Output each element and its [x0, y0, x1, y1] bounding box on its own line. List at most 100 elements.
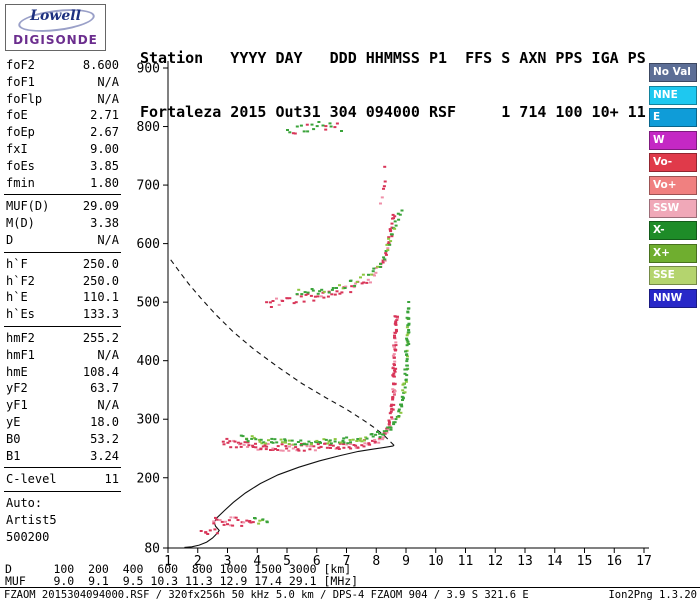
param-label: fmin: [6, 175, 35, 190]
param-value: N/A: [97, 398, 119, 413]
echo-series-F-trace-X-mode: [239, 301, 411, 446]
param-value: 3.24: [90, 448, 119, 463]
profile-dashed: [169, 257, 395, 446]
x-tick-label: 9: [402, 554, 410, 569]
param-value: 11: [104, 472, 119, 487]
param-row-D: D N/A: [2, 232, 121, 249]
param-separator: [4, 491, 121, 493]
echo-series-spread-scatter: [379, 165, 387, 205]
param-label: yF2: [6, 381, 28, 396]
x-tick-label: 16: [606, 554, 622, 569]
param-separator: [4, 325, 121, 327]
x-tick-label: 17: [636, 554, 652, 569]
y-tick-label: 600: [137, 237, 160, 252]
param-value: 250.0: [82, 273, 119, 288]
x-tick-label: 6: [313, 554, 321, 569]
x-tick-label: 11: [458, 554, 474, 569]
echo-series-Es-trace-O: [212, 516, 255, 527]
param-label: foFlp: [6, 91, 43, 106]
echo-series-multi-hop-800km: [286, 121, 343, 135]
x-tick-label: 5: [283, 554, 291, 569]
muf-row: MUF 9.0 9.1 9.5 10.3 11.3 12.9 17.4 29.1…: [5, 574, 359, 588]
echo-series-Es-trace-X: [253, 517, 269, 525]
param-row-foF2: foF2 8.600: [2, 57, 121, 74]
param-row-MUF-D-: MUF(D) 29.09: [2, 198, 121, 215]
param-label: yF1: [6, 398, 28, 413]
x-tick-label: 2: [194, 554, 202, 569]
param-row-B0: B0 53.2: [2, 431, 121, 448]
footer-separator: [0, 587, 700, 588]
param-value: N/A: [97, 232, 119, 247]
y-tick-label: 400: [137, 354, 160, 369]
param-label: h`E: [6, 290, 28, 305]
logo-lowell-text: Lowell: [30, 8, 81, 24]
param-value: 108.4: [82, 364, 119, 379]
legend-item-x-: X-: [649, 221, 697, 241]
y-tick-label: 900: [137, 62, 160, 77]
profile-solid: [184, 444, 395, 548]
x-tick-label: 15: [577, 554, 593, 569]
param-row-fmin: fmin 1.80: [2, 175, 121, 192]
y-tick-label: 80: [144, 542, 160, 557]
param-row-h-F: h`F 250.0: [2, 256, 121, 273]
legend-item-nnw: NNW: [649, 288, 697, 308]
param-value: 9.00: [90, 141, 119, 156]
param-label: foE: [6, 108, 28, 123]
echo-series-second-hop-F-O: [265, 213, 397, 308]
parameter-panel: foF2 8.600 foF1 N/A foFlp N/A foE 2.71 foEp 2.67 f…: [2, 57, 121, 546]
header-line-2: Fortaleza 2015 Out31 304 094000 RSF 1 71…: [140, 103, 646, 121]
param-label: foEs: [6, 158, 35, 173]
param-value: 1.80: [90, 175, 119, 190]
param-value: N/A: [97, 91, 119, 106]
param-row-foEp: foEp 2.67: [2, 124, 121, 141]
param-row-yF1: yF1 N/A: [2, 397, 121, 414]
legend-item-e: E: [649, 108, 697, 128]
param-value: 18.0: [90, 414, 119, 429]
param-value: 2.71: [90, 108, 119, 123]
echo-series-F-trace-O-mode: [221, 315, 399, 452]
legend-item-no-val: No Val: [649, 63, 697, 82]
param-value: 53.2: [90, 431, 119, 446]
x-tick-label: 10: [428, 554, 444, 569]
param-value: 110.1: [82, 290, 119, 305]
param-label: h`F2: [6, 273, 35, 288]
param-row-yF2: yF2 63.7: [2, 380, 121, 397]
x-tick-label: 3: [224, 554, 232, 569]
header-line-1: Station YYYY DAY DDD HHMMSS P1 FFS S AXN…: [140, 49, 646, 67]
param-label: MUF(D): [6, 199, 50, 214]
param-value: 3.85: [90, 158, 119, 173]
status-version: Ion2Png 1.3.20: [608, 589, 697, 600]
legend-item-sse: SSE: [649, 266, 697, 286]
param-label: hmF2: [6, 330, 35, 345]
param-row-M-D-: M(D) 3.38: [2, 215, 121, 232]
x-tick-label: 7: [343, 554, 351, 569]
param-value: N/A: [97, 74, 119, 89]
param-row-B1: B1 3.24: [2, 448, 121, 465]
param-label: hmF1: [6, 347, 35, 362]
param-separator: [4, 467, 121, 469]
param-row-h-E: h`E 110.1: [2, 289, 121, 306]
y-tick-label: 800: [137, 120, 160, 135]
param-row-yE: yE 18.0: [2, 414, 121, 431]
param-value: N/A: [97, 347, 119, 362]
param-value: 255.2: [82, 330, 119, 345]
param-label: foF2: [6, 58, 35, 72]
param-label: h`Es: [6, 307, 35, 322]
y-tick-label: 200: [137, 471, 160, 486]
param-label: h`F: [6, 256, 28, 271]
legend-item-nne: NNE: [649, 85, 697, 105]
param-value: 2.67: [90, 125, 119, 140]
param-label: fxI: [6, 141, 28, 156]
direction-color-legend: No Val NNE E W Vo- Vo+ SSW X- X+ SSE NNW: [649, 63, 697, 312]
x-tick-label: 14: [547, 554, 563, 569]
legend-item-ssw: SSW: [649, 198, 697, 218]
y-tick-label: 700: [137, 179, 160, 194]
param-label: B1: [6, 448, 21, 463]
param-footer-line: Auto:: [6, 496, 43, 511]
param-label: C-level: [6, 472, 57, 487]
param-footer-line: Artist5: [6, 512, 57, 527]
param-value: 133.3: [82, 307, 119, 322]
param-row-hmE: hmE 108.4: [2, 364, 121, 381]
